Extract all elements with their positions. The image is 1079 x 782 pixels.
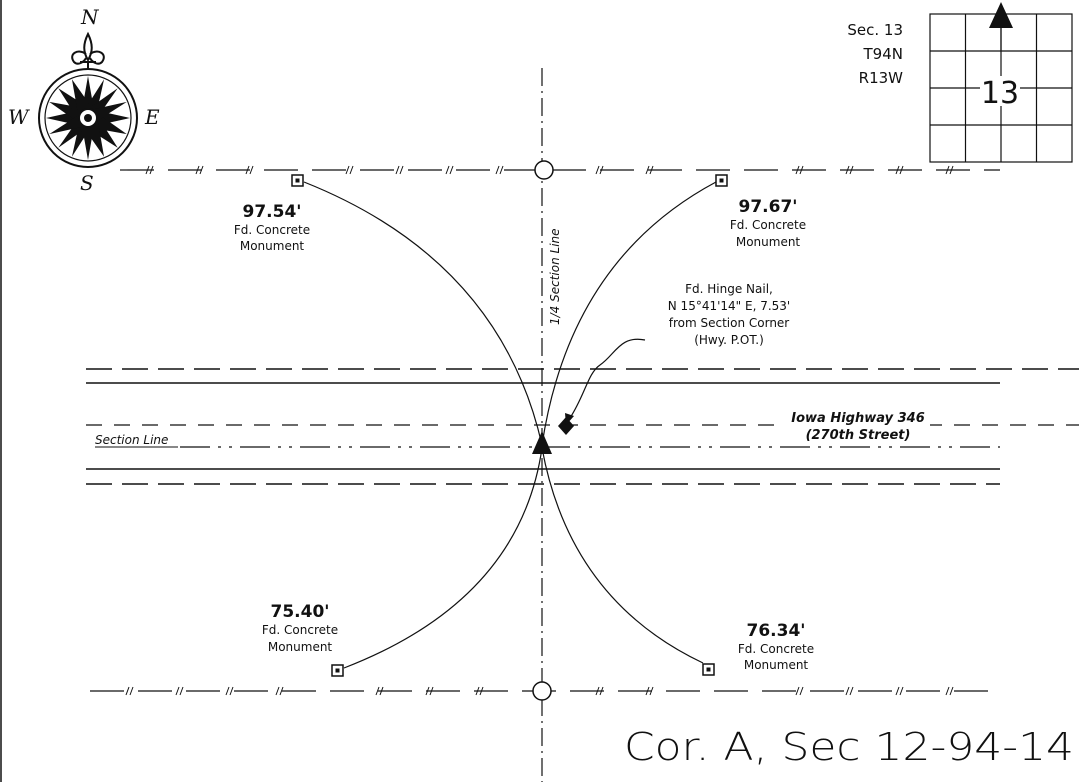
fleur-de-lis-icon xyxy=(71,31,105,70)
inset-township-text: T94N xyxy=(863,45,903,63)
monument-ne-distance: 97.67' xyxy=(739,197,798,217)
highway-label-backdrop xyxy=(780,410,930,444)
monument-ne-marker-icon xyxy=(715,174,728,187)
monument-se-line-2: Monument xyxy=(744,658,809,672)
bottom-quarter-corner-circle xyxy=(532,681,552,701)
compass-inner-ring xyxy=(44,74,132,162)
hinge-nail-line-4: (Hwy. P.OT.) xyxy=(694,333,764,347)
arc-northwest xyxy=(303,181,543,446)
hinge-nail-leader xyxy=(569,338,646,419)
monument-sw-marker-icon xyxy=(331,664,344,677)
arc-southwest xyxy=(343,447,543,669)
section-inset: Sec. 13 T94N R13W 13 xyxy=(847,2,1073,163)
top-quarter-corner-circle xyxy=(534,160,554,180)
monument-ne-label: 97.67' Fd. Concrete Monument xyxy=(730,197,806,249)
inset-range-text: R13W xyxy=(859,69,904,87)
hinge-nail-line-3: from Section Corner xyxy=(669,316,790,330)
compass-rose: N S E W xyxy=(8,5,160,195)
inset-corner-marker-icon xyxy=(989,2,1013,28)
monument-nw-distance: 97.54' xyxy=(243,202,302,222)
compass-west-letter: W xyxy=(8,105,30,129)
highway-street-name: (270th Street) xyxy=(806,428,911,443)
quarter-section-line-label: 1/4 Section Line xyxy=(548,228,562,325)
inset-section-text: Sec. 13 xyxy=(847,21,903,39)
monument-se-line-1: Fd. Concrete xyxy=(738,642,814,656)
hinge-nail-line-1: Fd. Hinge Nail, xyxy=(685,282,773,296)
compass-north-letter: N xyxy=(80,5,100,29)
monument-nw-marker-icon xyxy=(291,174,304,187)
hinge-nail-note: Fd. Hinge Nail, N 15°41'14" E, 7.53' fro… xyxy=(668,282,790,347)
section-line-label: Section Line xyxy=(95,433,168,447)
arc-southeast xyxy=(541,447,704,664)
monument-ne-line-1: Fd. Concrete xyxy=(730,218,806,232)
arc-northeast xyxy=(541,181,717,446)
monument-sw-distance: 75.40' xyxy=(271,602,330,622)
monument-sw-line-1: Fd. Concrete xyxy=(262,623,338,637)
compass-south-letter: S xyxy=(80,171,94,195)
top-boundary-line xyxy=(120,165,1000,175)
hinge-nail-leader-arrowhead-icon xyxy=(565,413,574,425)
inset-section-number: 13 xyxy=(981,76,1019,111)
monument-se-label: 76.34' Fd. Concrete Monument xyxy=(738,621,814,672)
handwritten-corner-note: Cor. A, Sec 12-94-14 xyxy=(624,725,1074,769)
compass-star-icon xyxy=(46,76,130,160)
highway-name: Iowa Highway 346 xyxy=(791,411,925,426)
monument-nw-label: 97.54' Fd. Concrete Monument xyxy=(234,202,310,253)
monument-ne-line-2: Monument xyxy=(736,235,801,249)
section-corner-triangle-icon xyxy=(532,431,552,454)
monument-se-distance: 76.34' xyxy=(747,621,806,641)
monument-nw-line-2: Monument xyxy=(240,239,305,253)
hinge-nail-line-2: N 15°41'14" E, 7.53' xyxy=(668,299,790,313)
inset-number-backdrop xyxy=(980,76,1020,106)
monument-sw-label: 75.40' Fd. Concrete Monument xyxy=(262,602,338,654)
compass-east-letter: E xyxy=(144,105,160,129)
monument-nw-line-1: Fd. Concrete xyxy=(234,223,310,237)
monument-sw-line-2: Monument xyxy=(268,640,333,654)
hinge-nail-diamond-icon xyxy=(558,417,574,435)
monument-se-marker-icon xyxy=(702,663,715,676)
